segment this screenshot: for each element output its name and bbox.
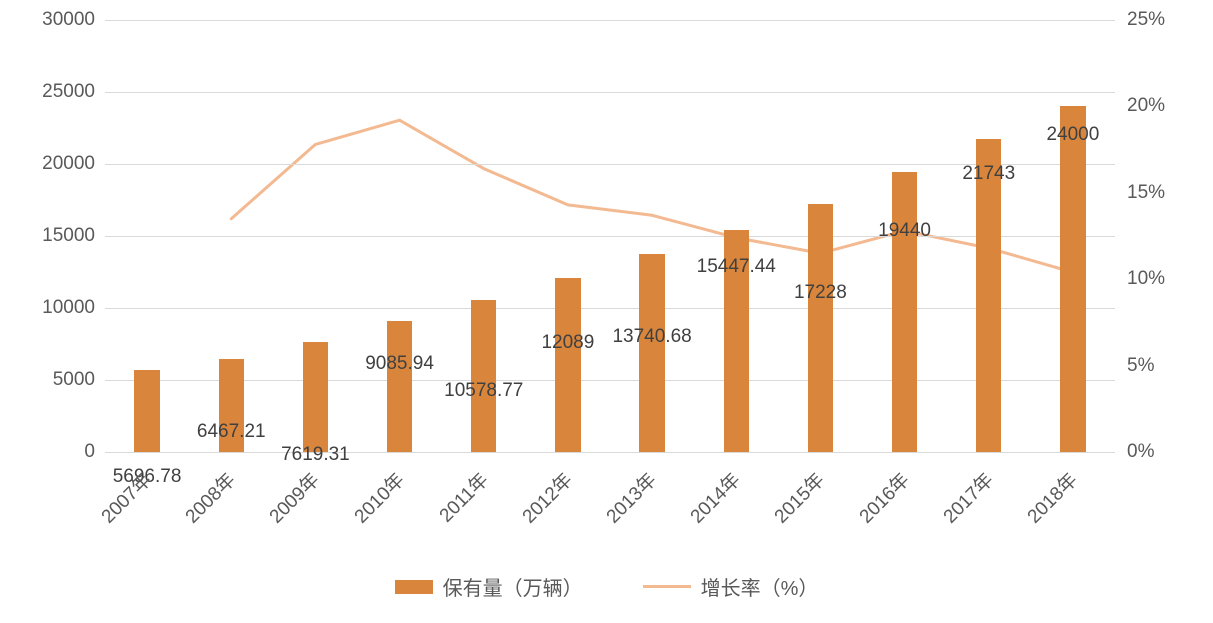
x-tick-label: 2010年 <box>347 466 409 528</box>
growth-rate-path <box>231 120 1073 272</box>
gridline <box>105 452 1115 453</box>
y-tick-label: 10000 <box>42 297 95 319</box>
x-tick-label: 2008年 <box>178 466 240 528</box>
bar <box>303 342 328 452</box>
y2-tick-label: 15% <box>1127 182 1165 204</box>
y2-tick-label: 10% <box>1127 268 1165 290</box>
y-tick-label: 15000 <box>42 225 95 247</box>
bar <box>387 321 412 452</box>
y-tick-label: 5000 <box>53 369 95 391</box>
x-tick-label: 2016年 <box>852 466 914 528</box>
legend-swatch-line <box>643 585 691 588</box>
bar-value-label: 9085.94 <box>365 353 434 375</box>
gridline <box>105 308 1115 309</box>
y2-tick-label: 25% <box>1127 9 1165 31</box>
legend-swatch-bar <box>395 580 433 594</box>
y2-tick-label: 0% <box>1127 441 1154 463</box>
bar-value-label: 6467.21 <box>197 421 266 443</box>
legend-label-line: 增长率（%） <box>701 572 819 601</box>
gridline <box>105 236 1115 237</box>
legend: 保有量（万辆） 增长率（%） <box>0 572 1213 601</box>
y-tick-label: 0 <box>84 441 95 463</box>
bar <box>471 300 496 452</box>
legend-item-line: 增长率（%） <box>643 572 819 601</box>
bar <box>892 172 917 452</box>
x-tick-label: 2012年 <box>515 466 577 528</box>
legend-label-bar: 保有量（万辆） <box>443 572 583 601</box>
plot-area: 5696.786467.217619.319085.9410578.771208… <box>105 20 1115 452</box>
x-tick-label: 2013年 <box>599 466 661 528</box>
y-tick-label: 25000 <box>42 81 95 103</box>
x-tick-label: 2017年 <box>936 466 998 528</box>
bar <box>555 278 580 452</box>
y-tick-label: 30000 <box>42 9 95 31</box>
x-tick-label: 2018年 <box>1020 466 1082 528</box>
legend-item-bar: 保有量（万辆） <box>395 572 583 601</box>
bar <box>134 370 159 452</box>
y-tick-label: 20000 <box>42 153 95 175</box>
bar-value-label: 19440 <box>878 220 931 242</box>
bar <box>976 139 1001 452</box>
y2-tick-label: 5% <box>1127 355 1154 377</box>
x-tick-label: 2014年 <box>683 466 745 528</box>
bar-value-label: 15447.44 <box>697 256 776 278</box>
x-tick-label: 2015年 <box>768 466 830 528</box>
bar <box>808 204 833 452</box>
bar <box>639 254 664 452</box>
bar-value-label: 21743 <box>962 163 1015 185</box>
x-tick-label: 2011年 <box>432 466 493 527</box>
bar-value-label: 17228 <box>794 282 847 304</box>
bar-value-label: 10578.77 <box>444 380 523 402</box>
bar-value-label: 12089 <box>541 332 594 354</box>
gridline <box>105 92 1115 93</box>
y2-tick-label: 20% <box>1127 95 1165 117</box>
bar-value-label: 13740.68 <box>612 326 691 348</box>
x-tick-label: 2009年 <box>263 466 325 528</box>
bar-value-label: 7619.31 <box>281 444 350 466</box>
gridline <box>105 20 1115 21</box>
combo-chart: 0 5000 10000 15000 20000 25000 30000 0% 5% 10% 15… <box>0 0 1213 623</box>
bar-value-label: 24000 <box>1046 124 1099 146</box>
gridline <box>105 380 1115 381</box>
bar <box>1060 106 1085 452</box>
